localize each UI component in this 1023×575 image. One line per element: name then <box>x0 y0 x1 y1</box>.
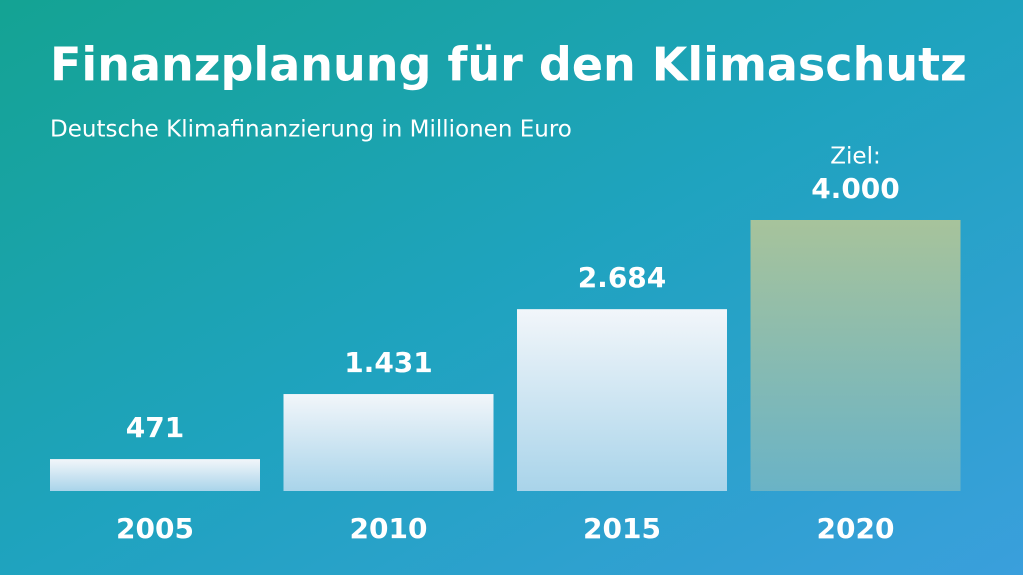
bar <box>517 309 727 491</box>
chart-title: Finanzplanung für den Klimaschutz <box>50 38 967 92</box>
x-tick-label: 2015 <box>583 512 661 545</box>
value-label: 2.684 <box>578 261 667 294</box>
annotation: Ziel: <box>830 144 880 170</box>
value-label: 471 <box>126 411 184 444</box>
bar <box>50 459 260 491</box>
value-label: 1.431 <box>344 346 433 379</box>
bar <box>750 220 961 491</box>
bar <box>283 394 494 491</box>
value-label: 4.000 <box>811 172 900 205</box>
x-tick-label: 2010 <box>350 512 428 545</box>
chart-subtitle: Deutsche Klimafinanzierung in Millionen … <box>50 117 572 143</box>
x-tick-label: 2020 <box>817 512 895 545</box>
x-tick-label: 2005 <box>116 512 194 545</box>
